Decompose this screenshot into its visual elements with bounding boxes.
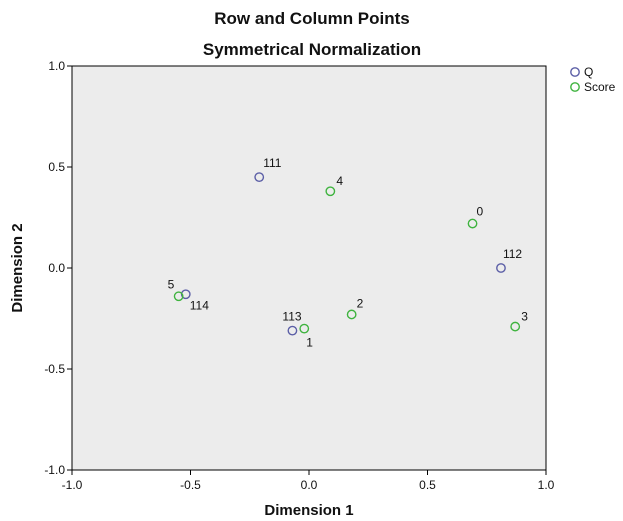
point-labels: 111 112 113 114 0 1 2 3 4 5	[168, 156, 529, 350]
y-axis: -1.0 -0.5 0.0 0.5 1.0	[44, 59, 72, 477]
x-tick-label: 0.5	[419, 478, 436, 492]
x-axis: -1.0 -0.5 0.0 0.5 1.0	[62, 470, 555, 492]
legend-marker-q	[570, 67, 580, 77]
point-label: 0	[477, 205, 484, 219]
chart-subtitle: Symmetrical Normalization	[203, 40, 421, 59]
point-score-1	[299, 323, 310, 334]
point-label: 114	[190, 298, 209, 312]
y-tick-label: 0.0	[48, 261, 65, 275]
point-label: 112	[503, 247, 522, 261]
point-label: 111	[263, 156, 282, 170]
y-tick-label: 1.0	[48, 59, 65, 73]
scatter-points	[173, 172, 521, 336]
point-q-111	[254, 172, 265, 183]
point-label: 5	[168, 277, 175, 291]
legend-label-score: Score	[584, 80, 616, 94]
point-score-4	[325, 186, 336, 197]
point-score-0	[467, 218, 478, 229]
y-tick-label: -1.0	[44, 463, 65, 477]
point-q-112	[496, 263, 506, 273]
point-score-5	[173, 291, 184, 302]
legend-marker-score	[570, 82, 580, 92]
x-tick-label: 1.0	[538, 478, 555, 492]
point-label: 1	[306, 336, 313, 350]
point-q-113	[287, 325, 298, 336]
point-label: 2	[357, 296, 364, 310]
chart-title: Row and Column Points	[214, 9, 410, 28]
point-score-3	[510, 321, 521, 332]
x-axis-title: Dimension 1	[264, 502, 353, 519]
y-axis-title: Dimension 2	[9, 223, 26, 312]
y-tick-label: 0.5	[48, 160, 65, 174]
y-tick-label: -0.5	[44, 362, 65, 376]
x-tick-label: -0.5	[180, 478, 201, 492]
point-score-2	[346, 309, 357, 320]
x-tick-label: 0.0	[301, 478, 318, 492]
legend-label-q: Q	[584, 65, 593, 79]
x-tick-label: -1.0	[62, 478, 83, 492]
point-label: 4	[336, 174, 343, 188]
point-q-114	[180, 289, 191, 300]
plot-area	[71, 65, 547, 471]
point-label: 113	[282, 310, 301, 324]
point-label: 3	[521, 310, 528, 324]
